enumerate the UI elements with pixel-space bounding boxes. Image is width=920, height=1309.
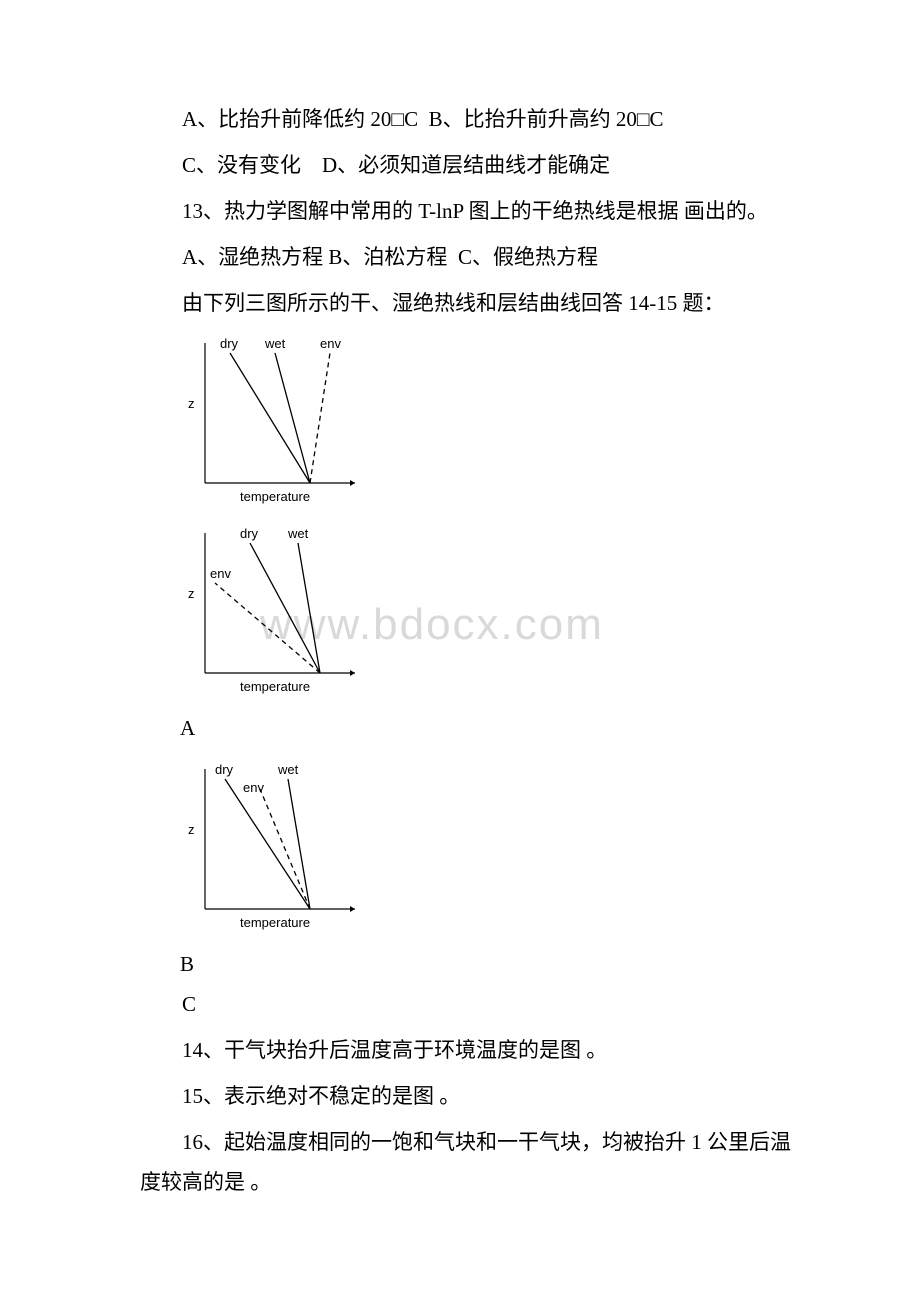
z-label: z: [188, 822, 195, 837]
q13-stem: 13、热力学图解中常用的 T-lnP 图上的干绝热线是根据 画出的。: [140, 192, 800, 232]
dry-label: dry: [215, 762, 234, 777]
q12-opt-a: A、比抬升前降低约 20□C: [182, 107, 418, 131]
env-line: [260, 789, 310, 909]
temp-label: temperature: [240, 489, 310, 504]
q12-opt-d: D、必须知道层结曲线才能确定: [322, 153, 610, 177]
env-label: env: [210, 566, 231, 581]
env-line: [215, 583, 320, 673]
diagram-c-svg: dry wet env z temperature: [180, 759, 370, 939]
q14: 14、干气块抬升后温度高于环境温度的是图 。: [140, 1031, 800, 1071]
q13-opt-c: C、假绝热方程: [458, 245, 598, 269]
q12-options-line1: A、比抬升前降低约 20□C B、比抬升前升高约 20□C: [140, 100, 800, 140]
x-arrow: [350, 670, 355, 676]
watermark-region: www.bdocx.com dry wet env z temperature: [140, 523, 800, 703]
q12-opt-c: C、没有变化: [182, 153, 301, 177]
x-arrow: [350, 480, 355, 486]
wet-label: wet: [264, 336, 286, 351]
intro-14-15: 由下列三图所示的干、湿绝热线和层结曲线回答 14-15 题：: [140, 284, 800, 324]
env-line: [310, 353, 330, 483]
dry-label: dry: [220, 336, 239, 351]
label-b: B: [180, 945, 800, 985]
x-arrow: [350, 906, 355, 912]
q15: 15、表示绝对不稳定的是图 。: [140, 1077, 800, 1117]
diagram-b: dry wet env z temperature: [180, 523, 800, 703]
wet-line: [275, 353, 310, 483]
diagram-c: dry wet env z temperature: [180, 759, 800, 939]
env-label: env: [243, 780, 264, 795]
q12-opt-b: B、比抬升前升高约 20□C: [429, 107, 664, 131]
q13-opt-b: B、泊松方程: [328, 245, 447, 269]
diagram-a-svg: dry wet env z temperature: [180, 333, 370, 513]
q13-options: A、湿绝热方程 B、泊松方程 C、假绝热方程: [140, 238, 800, 278]
z-label: z: [188, 586, 195, 601]
dry-label: dry: [240, 526, 259, 541]
dry-line: [225, 779, 310, 909]
wet-label: wet: [287, 526, 309, 541]
label-a: A: [180, 709, 800, 749]
dry-line: [230, 353, 310, 483]
document-page: A、比抬升前降低约 20□C B、比抬升前升高约 20□C C、没有变化 D、必…: [0, 0, 920, 1309]
env-label: env: [320, 336, 341, 351]
diagram-b-svg: dry wet env z temperature: [180, 523, 370, 703]
wet-label: wet: [277, 762, 299, 777]
temp-label: temperature: [240, 679, 310, 694]
label-c: C: [140, 985, 800, 1025]
q12-options-line2: C、没有变化 D、必须知道层结曲线才能确定: [140, 146, 800, 186]
wet-line: [288, 779, 310, 909]
z-label: z: [188, 396, 195, 411]
q16: 16、起始温度相同的一饱和气块和一干气块，均被抬升 1 公里后温度较高的是 。: [140, 1123, 800, 1203]
q13-opt-a: A、湿绝热方程: [182, 245, 323, 269]
temp-label: temperature: [240, 915, 310, 930]
diagram-a: dry wet env z temperature: [180, 333, 800, 513]
